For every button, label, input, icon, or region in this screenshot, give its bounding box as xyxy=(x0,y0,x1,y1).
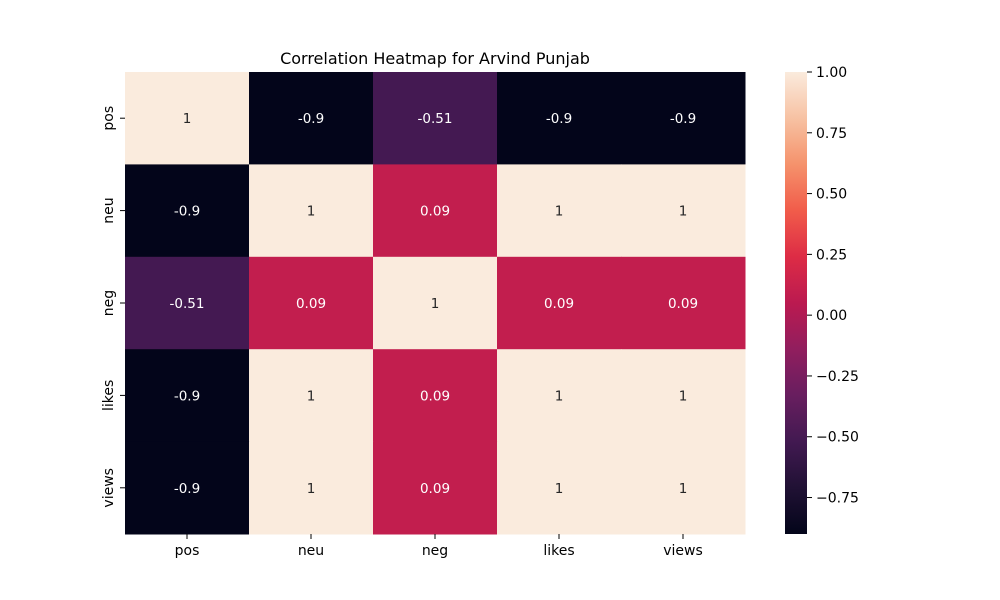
colorbar-tick-label: −0.50 xyxy=(816,430,859,446)
colorbar-tick-label: 0.25 xyxy=(816,247,847,263)
colorbar-tick-label: 0.50 xyxy=(816,187,847,203)
y-tick-label: likes xyxy=(101,380,117,411)
cell-value-label: 1 xyxy=(555,388,564,404)
heatmap-cell xyxy=(497,441,622,535)
y-tick-label: neu xyxy=(101,197,117,223)
cell-value-label: 0.09 xyxy=(668,296,698,312)
heatmap-cell xyxy=(125,349,250,443)
colorbar-tick-label: 0.00 xyxy=(816,308,847,324)
cell-value-label: 1 xyxy=(555,204,564,220)
x-tick-label: likes xyxy=(543,543,574,559)
cell-value-label: -0.9 xyxy=(298,111,324,127)
cell-value-label: -0.9 xyxy=(174,388,200,404)
cell-value-label: 0.09 xyxy=(544,296,574,312)
cell-value-label: 1 xyxy=(307,481,316,497)
heatmap-cell xyxy=(249,441,374,535)
heatmap-annotations: 1 -0.9 -0.51 -0.9 -0.9 -0.9 1 0.09 1 1 -0.51 0.09 1 0… xyxy=(170,111,699,497)
y-tick-label: pos xyxy=(101,106,117,131)
heatmap-cell xyxy=(621,164,746,258)
cell-value-label: 1 xyxy=(183,111,192,127)
heatmap-cell xyxy=(373,256,498,350)
cell-value-label: -0.9 xyxy=(174,204,200,220)
cell-value-label: -0.51 xyxy=(418,111,453,127)
y-axis: pos neu neg likes views xyxy=(101,106,125,508)
colorbar-tick-label: 1.00 xyxy=(816,65,847,81)
heatmap-cells xyxy=(125,72,746,535)
heatmap-cell xyxy=(249,72,374,165)
cell-value-label: 1 xyxy=(555,481,564,497)
heatmap-cell xyxy=(373,441,498,535)
cell-value-label: 1 xyxy=(679,388,688,404)
heatmap-cell xyxy=(125,164,250,258)
heatmap-cell xyxy=(497,164,622,258)
heatmap-cell xyxy=(125,441,250,535)
heatmap-cell xyxy=(125,256,250,350)
cell-value-label: 1 xyxy=(307,204,316,220)
heatmap-cell xyxy=(373,164,498,258)
heatmap-cell xyxy=(249,256,374,350)
cell-value-label: -0.9 xyxy=(174,481,200,497)
colorbar-tick-label: 0.75 xyxy=(816,126,847,142)
heatmap-cell xyxy=(621,72,746,165)
x-tick-label: pos xyxy=(175,543,200,559)
cell-value-label: 1 xyxy=(307,388,316,404)
x-tick-label: neg xyxy=(422,543,448,559)
cell-value-label: 0.09 xyxy=(420,481,450,497)
cell-value-label: 1 xyxy=(431,296,440,312)
cell-value-label: 0.09 xyxy=(420,204,450,220)
heatmap-cell xyxy=(249,349,374,443)
y-tick-label: neg xyxy=(101,290,117,316)
colorbar-tick-label: −0.25 xyxy=(816,369,859,385)
heatmap-cell xyxy=(125,72,250,165)
colorbar-axis: 1.00 0.75 0.50 0.25 0.00 −0.25 −0.50 −0.75 xyxy=(807,65,859,507)
heatmap-cell xyxy=(497,72,622,165)
colorbar-tick-label: −0.75 xyxy=(816,491,859,507)
cell-value-label: 1 xyxy=(679,204,688,220)
heatmap-cell xyxy=(497,349,622,443)
x-tick-label: views xyxy=(663,543,703,559)
y-tick-label: views xyxy=(101,468,117,508)
heatmap-cell xyxy=(373,349,498,443)
heatmap-cell xyxy=(621,256,746,350)
heatmap-cell xyxy=(621,441,746,535)
chart-title: Correlation Heatmap for Arvind Punjab xyxy=(280,49,590,68)
colorbar xyxy=(785,72,807,534)
cell-value-label: -0.9 xyxy=(546,111,572,127)
cell-value-label: 1 xyxy=(679,481,688,497)
heatmap-cell xyxy=(373,72,498,165)
x-axis: pos neu neg likes views xyxy=(175,534,703,559)
heatmap-cell xyxy=(249,164,374,258)
cell-value-label: -0.9 xyxy=(670,111,696,127)
x-tick-label: neu xyxy=(298,543,324,559)
cell-value-label: 0.09 xyxy=(420,388,450,404)
heatmap-cell xyxy=(497,256,622,350)
cell-value-label: 0.09 xyxy=(296,296,326,312)
heatmap-cell xyxy=(621,349,746,443)
cell-value-label: -0.51 xyxy=(170,296,205,312)
